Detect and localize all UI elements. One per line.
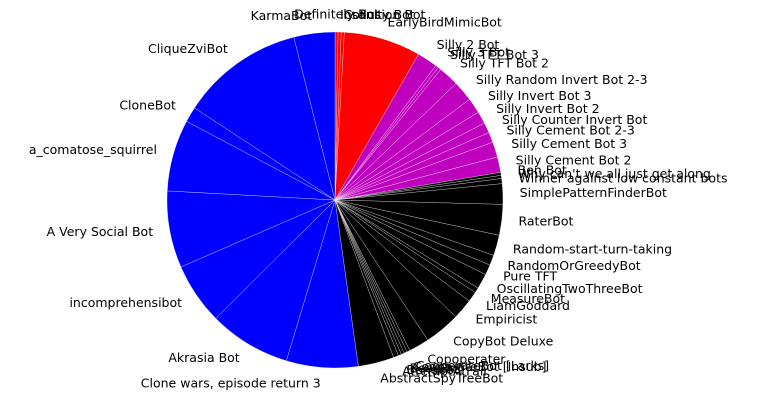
pie-slice [293, 31, 336, 201]
slice-label: Silly TFT Bot 3 [450, 47, 539, 62]
slice-label: Silly TFT Bot 2 [460, 55, 549, 70]
slice-label: Insanity Bot [340, 7, 415, 22]
slice-label: Silly Cement Bot 2 [516, 153, 632, 168]
slice-label: A Very Social Bot [47, 224, 154, 239]
slice-label: CopyBot Deluxe [453, 334, 554, 349]
slice-label: CloneBot [119, 97, 176, 112]
slice-label: Collusion Bot [344, 7, 426, 22]
slice-label: CooperateBot [Insub] [413, 359, 547, 374]
slice-label: incomprehensibot [69, 295, 182, 310]
slice-label: Silly Counter Invert Bot [502, 112, 648, 127]
slice-label: Ben Bot [518, 163, 567, 178]
slice-label: CooperateBot [Larks] [416, 358, 549, 373]
slice-label: OscillatingTwoThreeBot [497, 281, 643, 296]
slice-label: Akrasia Bot [168, 350, 239, 365]
slice-label: Silly 2 Bot [437, 37, 500, 52]
slice-label: Copoperater [427, 352, 506, 367]
slice-label: RandomOrGreedyBot [508, 258, 641, 273]
slice-label: Random-start-turn-taking [513, 241, 672, 256]
slice-label: EarlyBirdMimicBot [387, 14, 501, 29]
slice-label: BeauBot [409, 361, 462, 376]
slice-label: Why can't we all just get along [518, 166, 711, 181]
slice-label: CliqueZviBot [148, 41, 228, 56]
slice-label: Silly Random Invert Bot 2-3 [476, 72, 648, 87]
slice-label: SimplePatternFinderBot [520, 185, 667, 200]
slice-label: Definitely Bot [294, 7, 379, 22]
slice-label: MeasureBot [491, 291, 565, 306]
slice-label: Pure TFT [503, 268, 557, 283]
slice-label: Silly Cement Bot 3 [511, 136, 627, 151]
slice-label: RaterBot [518, 213, 573, 228]
slice-label: Empiricist [475, 312, 537, 327]
slice-label: Silly 3 Bot [447, 45, 510, 60]
slice-label: a_comatose_squirrel [29, 142, 157, 157]
slice-label: AbstractSpyTreeBot [380, 371, 503, 386]
slice-label: AttemptAtFair [402, 364, 489, 379]
slice-label: LiamGoddard [486, 298, 570, 313]
pie-slice [194, 36, 336, 201]
slice-label: Silly Cement Bot 2-3 [506, 123, 634, 138]
slice-label: Winner against low constant bots [519, 171, 728, 186]
slice-label: Clone wars, episode return 3 [141, 376, 321, 391]
slice-label: Silly Invert Bot 2 [496, 101, 600, 116]
slice-label: Bendbot [406, 362, 459, 377]
slice-label: KarmaBot [251, 8, 313, 23]
slice-label: Silly Invert Bot 3 [488, 88, 591, 103]
